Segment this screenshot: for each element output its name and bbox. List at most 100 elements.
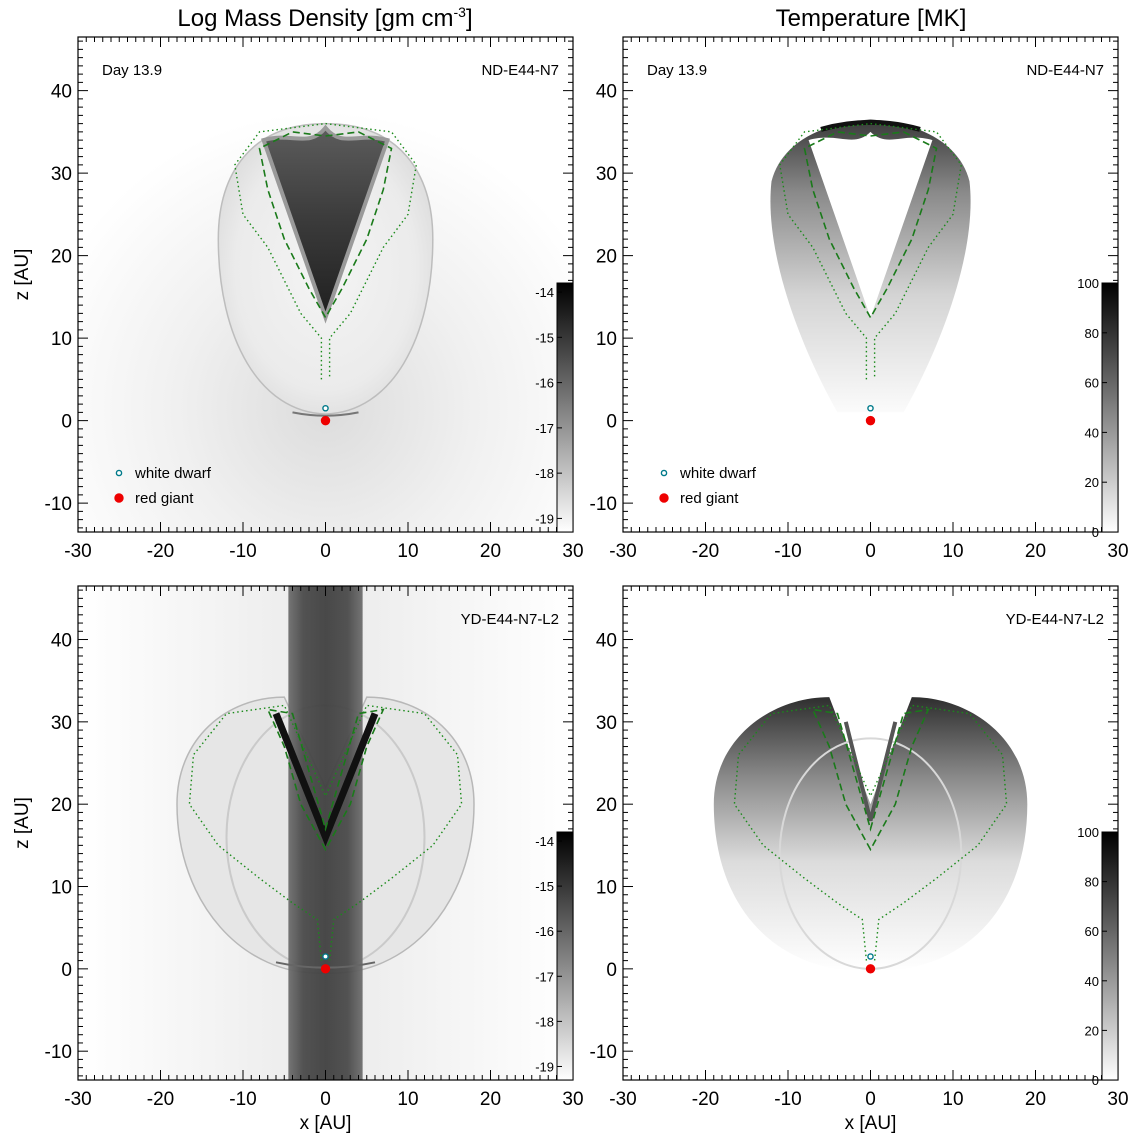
colorbar: -19 -18 -17 -16 -15 -14 xyxy=(535,831,574,1081)
y-tick-label: 0 xyxy=(61,960,72,981)
y-tick-label: 10 xyxy=(51,329,72,350)
x-tick-label: 0 xyxy=(865,541,876,562)
x-tick-label: 10 xyxy=(942,541,963,562)
colorbar: 0 20 40 60 80 100 xyxy=(1077,276,1119,540)
white-dwarf-point xyxy=(867,404,874,412)
legend-label: white dwarf xyxy=(134,465,212,482)
colorbar-tick-label: -16 xyxy=(535,924,554,939)
x-axis-label: x [AU] xyxy=(845,1113,897,1134)
x-tick-label: -20 xyxy=(692,541,719,562)
contour-dotted xyxy=(779,122,963,380)
y-tick-label: 30 xyxy=(596,164,617,185)
colorbar-tick-label: -16 xyxy=(535,376,554,391)
y-tick-label: 40 xyxy=(596,82,617,103)
x-tick-label: 30 xyxy=(1107,1089,1128,1110)
colorbar-tick-label: -14 xyxy=(535,285,554,300)
y-tick-label: 30 xyxy=(51,164,72,185)
model-label: ND-E44-N7 xyxy=(481,62,559,79)
legend-label: red giant xyxy=(680,490,739,507)
white-dwarf-point xyxy=(867,953,874,960)
y-tick-label: 20 xyxy=(596,247,617,268)
x-tick-label: 30 xyxy=(562,541,583,562)
panel-4: -30 -20 -10 0 10 20 30 -10 0 10 20 30 40 x [AU] YD-E44… xyxy=(590,585,1129,1134)
contour-dashed xyxy=(811,708,930,852)
y-axis-label: z [AU] xyxy=(12,797,33,849)
x-tick-label: -10 xyxy=(229,1089,256,1110)
colorbar-tick-label: -18 xyxy=(535,466,554,481)
legend-marker xyxy=(114,493,124,503)
x-tick-label: 30 xyxy=(1107,541,1128,562)
legend-label: white dwarf xyxy=(679,465,757,482)
y-tick-label: 10 xyxy=(51,878,72,899)
panel-2-image xyxy=(770,119,971,413)
contour-dashed xyxy=(258,131,393,320)
x-axis-label: x [AU] xyxy=(300,1113,352,1134)
y-tick-label: 20 xyxy=(51,795,72,816)
legend-label: red giant xyxy=(135,490,194,507)
colorbar-tick-label: 80 xyxy=(1085,875,1099,890)
y-tick-label: 20 xyxy=(596,795,617,816)
red-giant-point xyxy=(865,964,876,974)
colorbar-tick-label: -19 xyxy=(535,1059,554,1074)
colorbar-tick-label: 100 xyxy=(1077,276,1099,291)
y-tick-label: -10 xyxy=(45,1042,72,1063)
x-tick-label: -30 xyxy=(64,541,91,562)
x-tick-label: -20 xyxy=(147,1089,174,1110)
legend-marker xyxy=(660,469,668,477)
x-tick-label: -10 xyxy=(774,541,801,562)
x-tick-label: 10 xyxy=(397,1089,418,1110)
colorbar: -19 -18 -17 -16 -15 -14 xyxy=(535,282,574,533)
red-giant-point xyxy=(865,415,876,426)
x-tick-label: -20 xyxy=(147,541,174,562)
colorbar-tick-label: 80 xyxy=(1085,326,1099,341)
y-tick-label: 40 xyxy=(596,631,617,652)
panel-3: -30 -20 -10 0 10 20 30 -10 0 10 20 30 40 x [AU] z [AU]… xyxy=(12,585,584,1134)
panel-2: -30 -20 -10 0 10 20 30 -10 0 10 20 30 40 Day 13.9 ND-E… xyxy=(590,36,1129,562)
x-tick-label: 20 xyxy=(1025,541,1046,562)
column-title-2: Temperature [MK] xyxy=(776,5,967,32)
x-tick-label: 10 xyxy=(942,1089,963,1110)
column-title-1: Log Mass Density [gm cm-3] xyxy=(177,4,472,32)
contour-dotted xyxy=(234,122,418,380)
y-tick-label: 0 xyxy=(606,960,617,981)
y-tick-label: -10 xyxy=(590,1042,617,1063)
x-tick-label: 20 xyxy=(480,1089,501,1110)
x-tick-label: 30 xyxy=(562,1089,583,1110)
x-tick-label: -10 xyxy=(229,541,256,562)
axis-ticks xyxy=(77,586,574,1080)
x-tick-label: 10 xyxy=(397,541,418,562)
y-axis-label: z [AU] xyxy=(12,249,33,301)
x-tick-label: -10 xyxy=(774,1089,801,1110)
colorbar-tick-label: 40 xyxy=(1085,974,1099,989)
colorbar-tick-label: 60 xyxy=(1085,924,1099,939)
y-tick-label: 20 xyxy=(51,247,72,268)
y-tick-label: 0 xyxy=(61,412,72,433)
density-shell xyxy=(272,712,379,847)
colorbar-tick-label: 60 xyxy=(1085,376,1099,391)
panel-1: -30 -20 -10 0 10 20 30 -10 0 10 20 30 40 z [AU] Day 13… xyxy=(12,36,584,562)
y-tick-label: 10 xyxy=(596,329,617,350)
white-dwarf-point xyxy=(322,953,329,960)
y-tick-label: -10 xyxy=(45,494,72,515)
y-tick-label: 40 xyxy=(51,82,72,103)
colorbar-tick-label: 0 xyxy=(1092,525,1099,540)
x-tick-label: -30 xyxy=(609,1089,636,1110)
colorbar-tick-label: 100 xyxy=(1077,825,1099,840)
panel-4-image xyxy=(713,697,1028,972)
white-dwarf-point xyxy=(322,404,329,412)
y-tick-label: 0 xyxy=(606,412,617,433)
colorbar-tick-label: -14 xyxy=(535,834,554,849)
x-tick-label: -20 xyxy=(692,1089,719,1110)
x-tick-label: 0 xyxy=(865,1089,876,1110)
x-tick-label: -30 xyxy=(609,541,636,562)
colorbar: 0 20 40 60 80 100 xyxy=(1077,825,1119,1088)
x-tick-label: -30 xyxy=(64,1089,91,1110)
colorbar-tick-label: -18 xyxy=(535,1014,554,1029)
axis-ticks xyxy=(77,37,574,532)
colorbar-tick-label: -17 xyxy=(535,421,554,436)
contour-dashed xyxy=(803,131,938,320)
legend-marker xyxy=(115,469,123,477)
temperature-envelope xyxy=(713,697,1028,972)
model-label: YD-E44-N7-L2 xyxy=(461,611,559,628)
temperature-hot-cavity xyxy=(808,131,933,318)
